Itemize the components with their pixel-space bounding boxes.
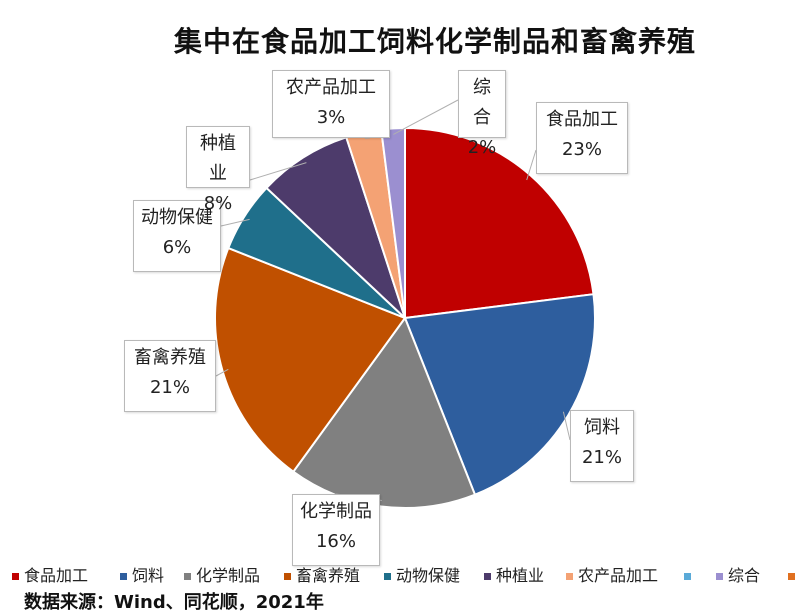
- data-label-category: 饲料: [577, 413, 627, 443]
- legend-swatch: [484, 573, 491, 580]
- legend-swatch: [384, 573, 391, 580]
- legend-label: 种植业: [496, 566, 544, 586]
- legend-swatch: [788, 573, 795, 580]
- data-label-category: 化学制品: [299, 497, 373, 527]
- legend-label: 饲料: [132, 566, 164, 586]
- data-label-category: 食品加工: [543, 105, 621, 135]
- data-label-category: 种植业: [193, 129, 243, 189]
- legend-swatch: [284, 573, 291, 580]
- data-label-value: 21%: [577, 443, 627, 473]
- legend-label: 动物保健: [396, 566, 460, 586]
- legend-label: 农产品加工: [578, 566, 658, 586]
- data-label-value: 16%: [299, 527, 373, 557]
- legend: 食品加工 饲料 化学制品 畜禽养殖 动物保健 种植业 农产品加工 综合: [12, 566, 802, 586]
- legend-label: 畜禽养殖: [296, 566, 360, 586]
- legend-swatch: [716, 573, 723, 580]
- legend-label: 化学制品: [196, 566, 260, 586]
- legend-swatch: [566, 573, 573, 580]
- data-label-value: 21%: [131, 373, 209, 403]
- data-label-category: 畜禽养殖: [131, 343, 209, 373]
- data-label-category: 农产品加工: [279, 73, 383, 103]
- legend-label: 食品加工: [24, 566, 88, 586]
- legend-swatch: [684, 573, 691, 580]
- legend-swatch: [120, 573, 127, 580]
- data-label-value: 8%: [193, 189, 243, 219]
- source-note: 数据来源：Wind、同花顺，2021年: [24, 588, 324, 614]
- legend-swatch: [12, 573, 19, 580]
- legend-label: 综合: [728, 566, 760, 586]
- data-label-value: 3%: [279, 103, 383, 133]
- data-label-value: 23%: [543, 135, 621, 165]
- legend-swatch: [184, 573, 191, 580]
- data-label-value: 2%: [465, 133, 499, 163]
- data-label-value: 6%: [140, 233, 214, 263]
- data-label-category: 综合: [465, 73, 499, 133]
